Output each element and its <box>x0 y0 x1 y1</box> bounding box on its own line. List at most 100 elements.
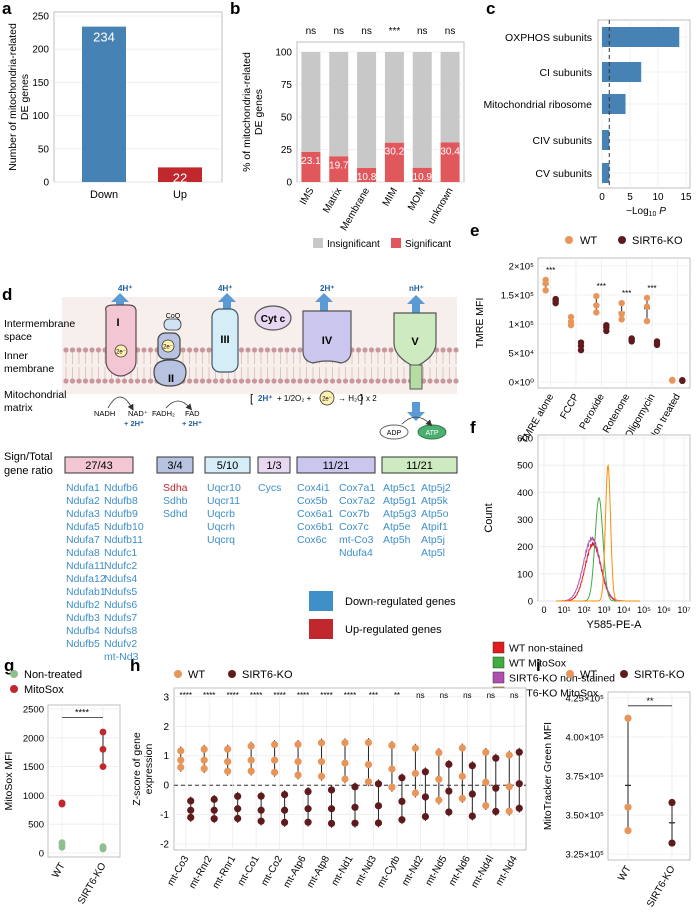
x-tick-label: Up <box>173 189 187 201</box>
lipid-head <box>199 378 206 384</box>
y-tick-label: 500 <box>517 461 533 472</box>
gene-name: Ndufa4 <box>339 547 373 559</box>
x-axis-label: Y585-PE-A <box>586 619 642 631</box>
lipid-head <box>186 378 193 384</box>
ratio-boxes: 27/43 3/4 5/10 1/3 11/21 11/21 <box>64 456 458 474</box>
legend-swatch-down <box>309 591 333 611</box>
proton-arrow-up <box>315 293 333 312</box>
data-point <box>271 756 279 764</box>
data-point <box>99 843 107 851</box>
y-tick-label: CIV subunits <box>532 135 592 147</box>
data-point <box>603 321 610 329</box>
y-tick-label: 200 <box>517 542 533 553</box>
lipid-head <box>115 378 121 384</box>
complex-label: III <box>220 334 229 346</box>
data-point <box>210 806 218 814</box>
x-tick-label: unknown <box>426 186 456 226</box>
x-tick-label: IMS <box>298 186 317 207</box>
gene-name: Atp5l <box>421 547 445 559</box>
lipid-head <box>89 347 95 353</box>
fadh-arrow <box>165 400 193 411</box>
legend-swatch <box>391 238 401 248</box>
plot-frame <box>47 704 121 858</box>
lipid-head <box>362 347 368 353</box>
y-tick-label: 4.25×10⁵ <box>565 694 604 705</box>
data-point <box>618 310 625 318</box>
gene-name: Ndufab1 <box>66 586 106 598</box>
y-axis-label: Count <box>483 503 495 532</box>
electron-icon <box>114 344 128 358</box>
complex-v-stalk <box>409 364 423 390</box>
y-tick-label: 0×10⁰ <box>509 378 534 389</box>
y-tick-label: 200 <box>32 45 49 56</box>
legend-swatch <box>174 670 182 678</box>
significance-label: **** <box>203 691 215 700</box>
bar <box>82 26 126 183</box>
data-point <box>458 744 466 752</box>
data-point <box>364 778 373 786</box>
significance-label: ns <box>487 691 495 700</box>
legend-label: Significant <box>405 239 451 250</box>
panel-label-e: e <box>470 221 479 240</box>
chart-a: 0 50 100 150 200 250 234 Down 22 Up Number of mito… <box>7 12 223 201</box>
lipid-head <box>446 378 453 384</box>
data-point <box>445 808 453 816</box>
data-point <box>624 827 632 835</box>
panel-label-b: b <box>230 0 240 18</box>
gene-name: Sdhb <box>163 495 188 507</box>
y-tick-label: 1 <box>163 751 169 762</box>
y-tick-label: OXPHOS subunits <box>505 32 592 44</box>
x-tick-label: FCCP <box>558 392 581 421</box>
lipid-head <box>206 347 212 353</box>
nadh-arrow <box>107 396 134 411</box>
lipid-head <box>193 347 199 353</box>
significance-label: ns <box>510 691 518 700</box>
significance-label: ns <box>445 26 456 37</box>
lipid-head <box>147 378 154 384</box>
y-axis-label: Z-score of gene <box>131 732 143 806</box>
data-point <box>247 767 255 775</box>
legend-label: WT non-stained <box>509 643 583 655</box>
ratio-box <box>156 456 194 474</box>
data-label: 30.2 <box>385 147 405 158</box>
ratio-box <box>64 456 134 474</box>
lipid-head <box>69 378 76 384</box>
gene-name: Atp5k <box>421 495 449 507</box>
lipid-head <box>303 378 310 384</box>
significance-label: **** <box>344 691 356 700</box>
significance-label: *** <box>389 26 401 37</box>
lipid-head <box>264 347 271 353</box>
gene-name: Ndufb5 <box>66 638 100 650</box>
substrate-label: NAD⁺ <box>128 409 148 418</box>
substrate-label: FAD <box>185 409 200 418</box>
atp-label: ATP <box>425 430 438 437</box>
gene-name: Cox7a2 <box>339 495 375 507</box>
gene-name: Ndufs6 <box>104 599 137 611</box>
x-tick-label: 10 <box>652 192 664 203</box>
gene-name: Cycs <box>258 482 281 494</box>
lipid-head <box>323 378 329 384</box>
data-point <box>351 803 359 811</box>
bar <box>602 94 626 114</box>
data-point <box>327 786 336 794</box>
legend-label: WT <box>580 235 597 247</box>
lipid-head <box>290 378 297 384</box>
gene-name: Ndufb4 <box>66 625 100 637</box>
data-point <box>58 799 66 807</box>
significance-label: ns <box>463 691 471 700</box>
lipid-head <box>238 378 245 384</box>
panel-label-i: i <box>536 656 541 675</box>
bar-insignificant <box>357 52 377 168</box>
lipid-head <box>186 347 193 353</box>
data-point <box>603 327 610 335</box>
lipid-head <box>258 347 264 353</box>
y-tick-label: 2500 <box>23 705 44 716</box>
electron-label: 2e⁻ <box>322 397 332 403</box>
gene-name: Ndufa8 <box>66 547 100 559</box>
y-tick-label: 50 <box>281 113 293 124</box>
x-tick-label: 10⁴ <box>617 605 631 615</box>
lipid-head <box>453 378 459 384</box>
y-tick-label: 75 <box>281 80 293 91</box>
